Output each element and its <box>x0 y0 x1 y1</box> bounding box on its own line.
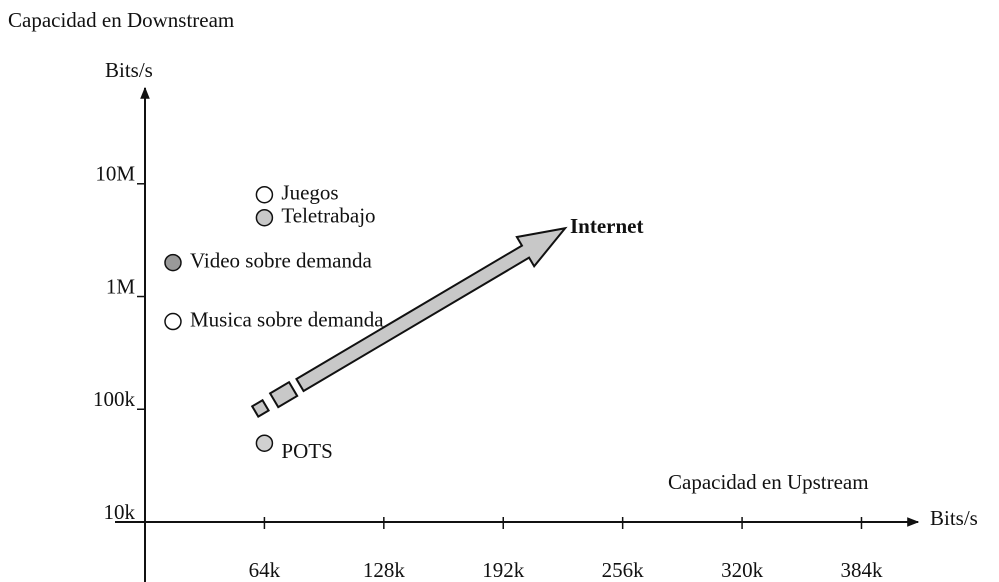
y-unit: Bits/s <box>105 58 153 82</box>
x-tick-label: 128k <box>363 558 406 582</box>
point <box>255 185 274 204</box>
x-tick-label: 384k <box>840 558 883 582</box>
point-label: POTS <box>281 439 332 463</box>
point <box>164 312 182 331</box>
point <box>255 208 274 227</box>
x-unit: Bits/s <box>930 506 978 530</box>
x-tick-label: 256k <box>602 558 645 582</box>
point-label: Juegos <box>281 181 338 205</box>
x-tick-label: 192k <box>482 558 525 582</box>
point-label: Video sobre demanda <box>190 248 373 272</box>
point-label: Teletrabajo <box>281 204 375 228</box>
x-tick-label: 64k <box>249 558 281 582</box>
trend-arrow <box>250 226 568 419</box>
y-title: Capacidad en Downstream <box>8 8 234 32</box>
x-title: Capacidad en Upstream <box>668 470 869 494</box>
point-label: Musica sobre demanda <box>190 307 384 331</box>
y-tick-label: 100k <box>93 387 136 411</box>
y-tick-label: 10k <box>104 500 136 524</box>
annotation: Internet <box>570 214 643 238</box>
y-tick-label: 10M <box>95 162 135 186</box>
x-tick-label: 320k <box>721 558 764 582</box>
point <box>255 434 274 452</box>
y-tick-label: 1M <box>106 274 136 298</box>
point <box>164 253 182 272</box>
